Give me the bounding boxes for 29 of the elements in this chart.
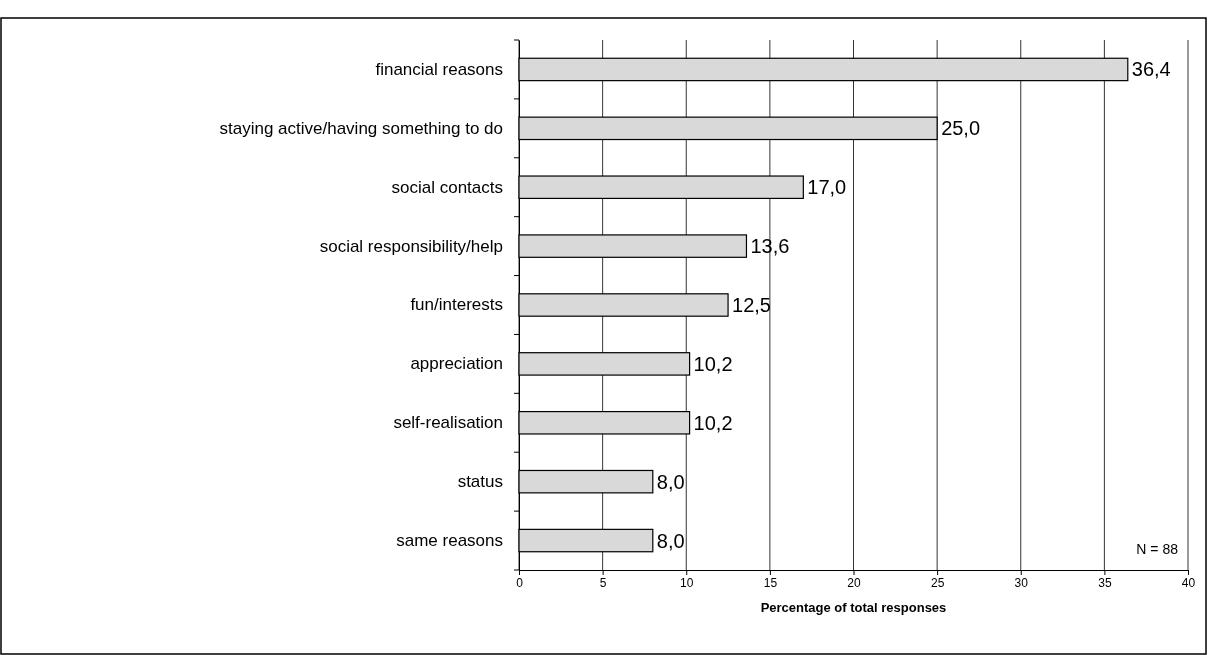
- data-label: 10,2: [693, 411, 733, 434]
- y-tick-label: fun/interests: [410, 295, 503, 315]
- y-tick-label: social responsibility/help: [319, 236, 503, 256]
- y-tick-label: appreciation: [410, 354, 503, 374]
- y-tick-label: financial reasons: [375, 59, 503, 79]
- y-tick-label: status: [457, 472, 503, 492]
- y-tick-label: social contacts: [391, 177, 503, 197]
- data-label: 36,4: [1131, 58, 1171, 81]
- data-label: 12,5: [732, 294, 771, 316]
- data-label: 10,2: [693, 352, 733, 375]
- x-tick-label: 40: [1181, 575, 1196, 590]
- data-label: 25,0: [941, 117, 981, 140]
- y-tick-label: same reasons: [396, 531, 503, 550]
- x-tick-label: 5: [599, 575, 607, 590]
- x-axis-title: Percentage of total responses: [760, 600, 947, 615]
- data-label: 13,6: [750, 235, 790, 258]
- data-label: 8,0: [656, 529, 685, 552]
- x-tick-label: 10: [680, 575, 694, 590]
- x-tick-label: 0: [516, 575, 524, 590]
- x-tick-label: 30: [1014, 575, 1029, 590]
- x-tick-label: 15: [763, 575, 778, 590]
- annotation: N = 88: [1136, 541, 1179, 557]
- x-tick-label: 25: [930, 575, 945, 590]
- y-tick-label: staying active/having something to do: [219, 118, 503, 138]
- x-tick-label: 20: [847, 575, 861, 590]
- x-tick-label: 35: [1098, 575, 1112, 590]
- y-tick-label: self-realisation: [393, 413, 503, 433]
- data-label: 17,0: [807, 176, 847, 199]
- data-label: 8,0: [656, 470, 685, 493]
